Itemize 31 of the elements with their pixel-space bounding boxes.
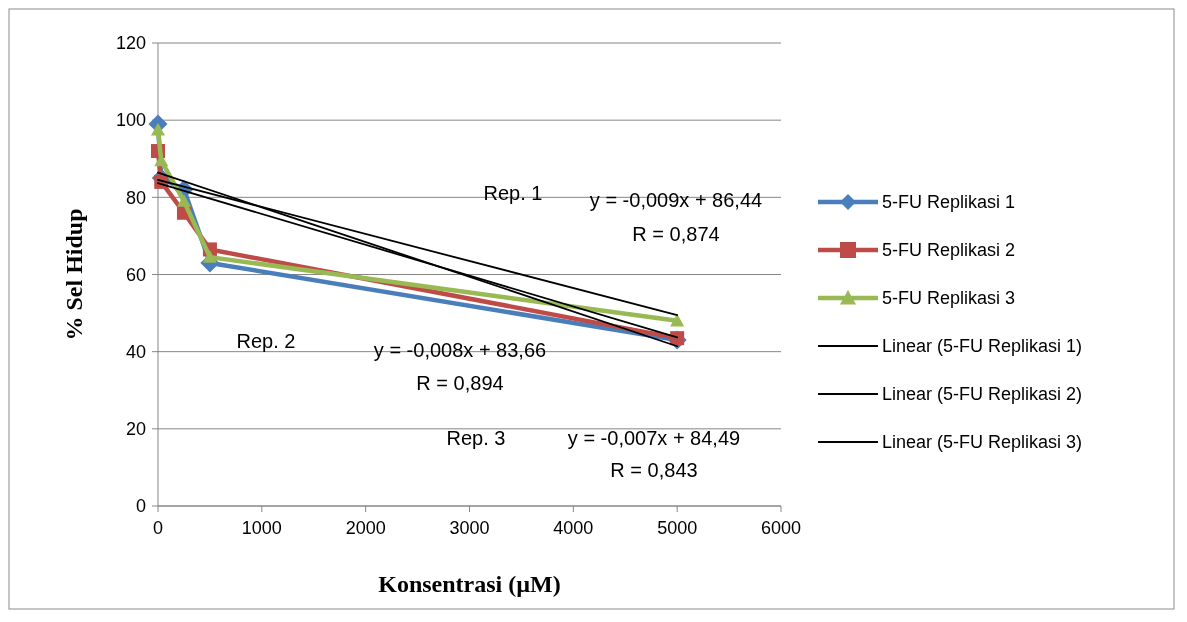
annotation: Rep. 1 [483, 182, 543, 204]
annotation: R = 0,874 [632, 223, 720, 245]
x-tick-label: 0 [152, 518, 164, 538]
x-tick-label: 3000 [449, 518, 490, 538]
annotation: y = -0,008x + 83,66 [373, 339, 547, 361]
legend-label: 5-FU Replikasi 1 [882, 192, 1016, 213]
x-axis-title: Konsentrasi (µM) [378, 571, 561, 597]
legend-label: 5-FU Replikasi 3 [882, 288, 1016, 309]
y-axis-title: % Sel Hidup [61, 208, 87, 341]
annotation: y = -0,009x + 86,44 [589, 189, 763, 211]
x-tick-label: 6000 [760, 518, 802, 538]
y-tick-label: 100 [115, 110, 146, 131]
y-tick-label: 120 [115, 33, 146, 54]
x-tick-label: 2000 [345, 518, 386, 538]
legend-label: Linear (5-FU Replikasi 2) [882, 384, 1083, 405]
annotation: R = 0,894 [416, 372, 504, 394]
y-tick-label: 40 [125, 341, 146, 362]
x-tick-label: 5000 [657, 518, 698, 538]
y-tick-label: 0 [135, 496, 146, 517]
annotation: y = -0,007x + 84,49 [567, 427, 741, 449]
legend-label: Linear (5-FU Replikasi 1) [882, 336, 1083, 357]
x-tick-label: 1000 [241, 518, 282, 538]
x-tick-label: 4000 [553, 518, 594, 538]
legend-label: Linear (5-FU Replikasi 3) [882, 432, 1083, 453]
annotation: Rep. 2 [236, 330, 296, 352]
y-tick-label: 20 [125, 419, 146, 440]
y-tick-label: 60 [125, 264, 146, 285]
legend-label: 5-FU Replikasi 2 [882, 240, 1016, 261]
annotation: R = 0,843 [610, 459, 698, 481]
y-tick-label: 80 [125, 187, 146, 208]
annotation: Rep. 3 [446, 427, 506, 449]
